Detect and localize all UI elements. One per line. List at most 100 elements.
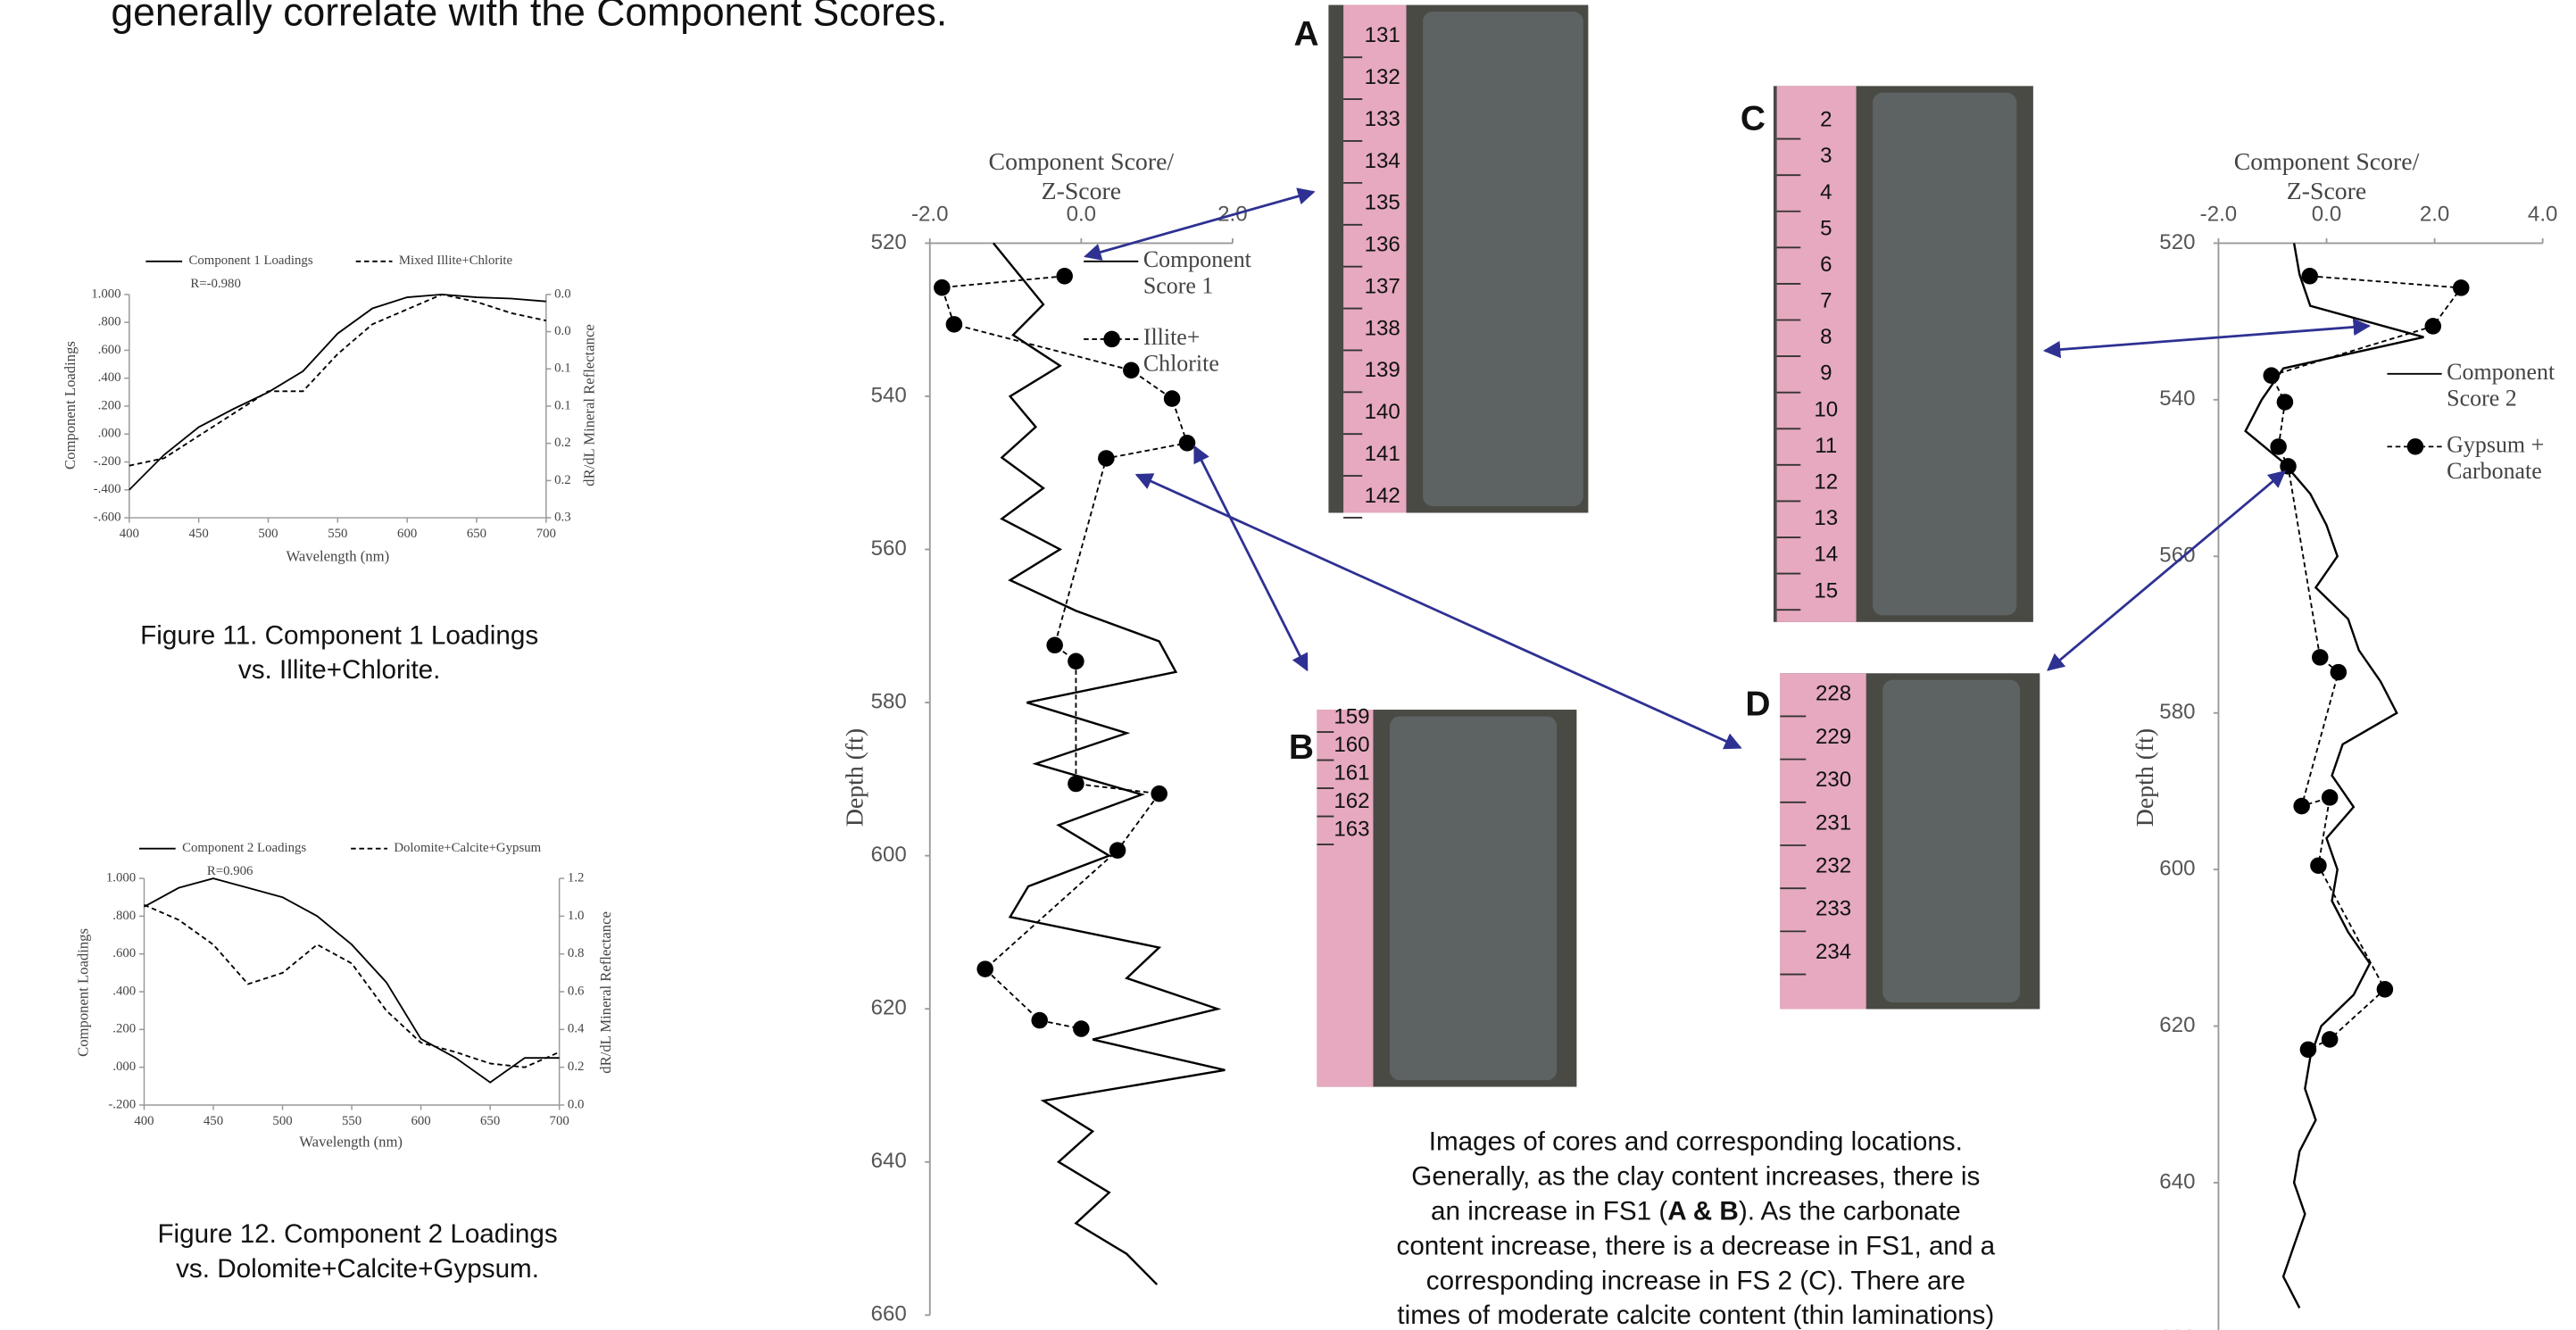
paragraph-line: Images of cores and corresponding locati… <box>1429 1126 1963 1156</box>
tape-number: 162 <box>1334 789 1369 813</box>
chart: 1.000 .800 .600 .400 .200 .000 -.200 -.400 -.600… <box>62 254 598 564</box>
photo-letter: C <box>1741 100 1766 138</box>
tape-number: 132 <box>1365 65 1400 89</box>
series-line <box>993 242 1226 1285</box>
data-point <box>1073 1020 1090 1037</box>
x-axis-title: Wavelength (nm) <box>286 547 389 564</box>
y-tick-label: 560 <box>2159 544 2195 568</box>
paragraph-segment: Images of cores and corresponding locati… <box>1429 1126 1963 1156</box>
paragraph-line: Generally, as the clay content increases… <box>1411 1161 1980 1191</box>
y2-tick-label: 0.2 <box>554 436 571 450</box>
y-tick-label: 560 <box>871 536 907 561</box>
y-tick-label: 540 <box>2159 387 2195 411</box>
paragraph-segment: corresponding increase in FS 2 (C). Ther… <box>1426 1266 1965 1295</box>
core <box>1882 679 2021 1003</box>
y-tick-label: 620 <box>871 996 907 1020</box>
y-tick-label: 1.000 <box>91 287 120 301</box>
figure-caption: vs. Dolomite+Calcite+Gypsum. <box>176 1254 539 1284</box>
y2-tick-label: 0.1 <box>554 362 571 376</box>
x-axis-title: Z-Score <box>1042 178 1121 205</box>
x-tick-label: 0.0 <box>1067 202 1096 226</box>
chart: 1.000 .800 .600 .400 .200 .000 -.200 0.0 0.2 0.4 0… <box>75 841 615 1150</box>
x-axis-title: Wavelength (nm) <box>299 1133 403 1150</box>
core <box>1423 11 1583 507</box>
legend-label: Carbonate <box>2447 458 2542 484</box>
legend-label: Gypsum + <box>2447 431 2544 457</box>
paragraph-segment: times of moderate calcite content (thin … <box>1397 1301 1994 1330</box>
annotation: R=-0.980 <box>190 277 240 291</box>
x-tick-label: 450 <box>189 527 209 541</box>
y-tick-label: -.400 <box>94 482 121 496</box>
data-point <box>2321 1031 2339 1048</box>
y-axis-title: Depth (ft) <box>842 728 869 827</box>
tape-number: 3 <box>1820 144 1832 168</box>
y2-tick-label: 0.4 <box>568 1022 585 1036</box>
x-tick-label: 550 <box>342 1114 361 1128</box>
tape-number: 134 <box>1365 149 1400 173</box>
x-tick-label: 500 <box>272 1114 292 1128</box>
annotation: R=0.906 <box>207 864 253 878</box>
tape-number: 160 <box>1334 733 1369 757</box>
photos: 131132133134135136137138139140141142A159… <box>1289 4 2040 1087</box>
y-tick-label: -.600 <box>94 510 121 524</box>
y-tick-label: -.200 <box>108 1097 136 1111</box>
y-tick-label: 600 <box>2159 856 2195 880</box>
series-line <box>129 293 547 467</box>
legend-label: Score 2 <box>2447 385 2517 411</box>
legend-label: Score 1 <box>1143 272 1214 298</box>
y-tick-label: .400 <box>98 370 121 385</box>
y-tick-label: 520 <box>871 230 907 254</box>
y-tick-label: 580 <box>2159 700 2195 724</box>
data-point <box>1068 653 1084 670</box>
tape-number: 161 <box>1334 761 1369 786</box>
paragraph-segment: content increase, there is a decrease in… <box>1397 1231 1996 1260</box>
tape-number: 141 <box>1365 442 1400 466</box>
tape-number: 9 <box>1820 362 1832 386</box>
arrow <box>2047 470 2287 671</box>
core <box>1873 92 2017 616</box>
y-tick-label: .800 <box>98 315 121 329</box>
y-tick-label: .200 <box>98 398 121 412</box>
tape-number: 13 <box>1814 506 1838 530</box>
x-tick-label: -2.0 <box>2200 202 2238 226</box>
photo-letter: A <box>1293 15 1318 54</box>
data-point <box>2452 279 2470 296</box>
data-point <box>2299 1041 2317 1059</box>
x-tick-label: 400 <box>134 1114 154 1128</box>
tape <box>1343 4 1407 513</box>
x-axis-title: Component Score/ <box>989 148 1175 176</box>
y-axis-title: Component Loadings <box>75 928 92 1057</box>
tape-number: 228 <box>1816 682 1851 706</box>
y2-tick-label: 0.8 <box>568 946 585 960</box>
series-line <box>144 877 560 1084</box>
tape-number: 6 <box>1820 253 1832 277</box>
tape-number: 232 <box>1816 853 1851 877</box>
y2-tick-label: 0.2 <box>554 473 571 487</box>
y2-axis-title: dR/dL Mineral Reflectance <box>581 324 598 486</box>
data-point <box>2330 663 2347 681</box>
tape-number: 14 <box>1814 543 1838 567</box>
data-point <box>1123 362 1140 379</box>
y2-axis-title: dR/dL Mineral Reflectance <box>597 911 614 1074</box>
y2-tick-label: 1.2 <box>568 870 585 885</box>
data-point <box>2293 797 2310 815</box>
data-point <box>2301 267 2319 285</box>
data-point <box>2310 857 2327 874</box>
y-tick-label: 640 <box>2159 1169 2195 1193</box>
legend-label: Dolomite+Calcite+Gypsum <box>394 841 541 855</box>
data-point <box>1109 842 1126 859</box>
data-point <box>2321 789 2339 806</box>
data-point <box>976 960 993 977</box>
arrows <box>1084 187 2372 750</box>
x-tick-label: 700 <box>536 527 556 541</box>
y-tick-label: 660 <box>871 1302 907 1326</box>
tape-number: 137 <box>1365 274 1400 298</box>
x-tick-label: 650 <box>480 1114 500 1128</box>
tape <box>1780 673 1866 1010</box>
y-tick-label: .400 <box>112 984 136 998</box>
tape-number: 135 <box>1365 191 1400 215</box>
data-point <box>945 316 963 333</box>
tape-number: 7 <box>1820 289 1832 313</box>
tape-number: 233 <box>1816 897 1851 921</box>
tape-number: 15 <box>1814 578 1838 603</box>
